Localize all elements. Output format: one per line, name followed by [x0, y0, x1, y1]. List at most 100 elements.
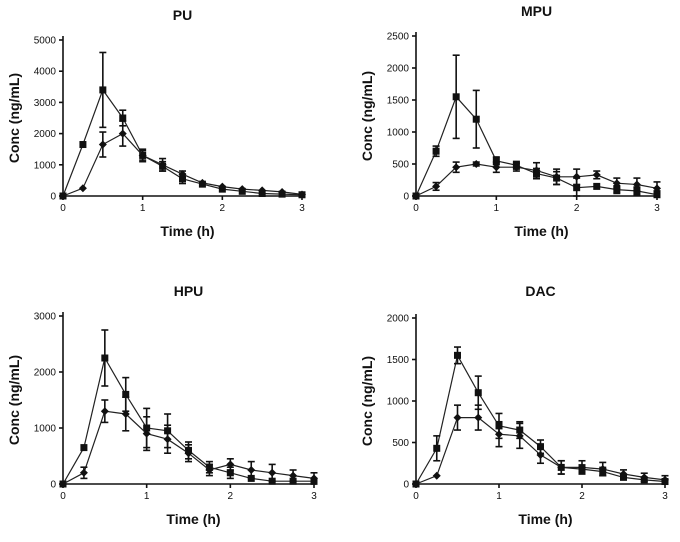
y-tick-label: 1500	[387, 96, 410, 107]
y-tick-label: 0	[403, 480, 409, 491]
data-point-diamond	[495, 430, 503, 439]
y-axis-label: Conc (ng/mL)	[6, 73, 22, 163]
y-tick-label: 2500	[387, 32, 410, 43]
data-point-square	[179, 175, 186, 183]
y-tick-label: 500	[392, 160, 409, 171]
x-tick-label: 1	[140, 203, 146, 214]
y-tick-label: 3000	[34, 312, 57, 323]
data-point-diamond	[492, 163, 501, 172]
x-tick-label: 0	[413, 491, 419, 502]
data-point-diamond	[226, 460, 235, 469]
series-square	[59, 329, 318, 488]
data-point-diamond	[412, 480, 420, 488]
chart-title: DAC	[525, 283, 555, 299]
data-point-diamond	[78, 184, 87, 193]
series-line-square	[415, 95, 658, 197]
data-point-diamond	[198, 178, 207, 187]
data-point-diamond	[640, 473, 649, 482]
x-tick-label: 0	[413, 203, 419, 214]
x-tick-label: 2	[574, 203, 580, 214]
data-point-diamond	[79, 468, 88, 477]
y-tick-label: 4000	[34, 67, 57, 78]
series-diamond	[59, 120, 306, 200]
data-point-diamond	[258, 186, 267, 195]
data-point-diamond	[118, 129, 127, 138]
data-point-diamond	[472, 160, 481, 168]
x-tick-label: 3	[662, 491, 668, 502]
y-axis-label: Conc (ng/mL)	[6, 355, 22, 445]
x-tick-label: 3	[299, 203, 305, 214]
y-tick-label: 2000	[34, 129, 57, 140]
series-line-diamond	[62, 132, 303, 197]
x-tick-label: 1	[494, 203, 500, 214]
y-tick-label: 500	[392, 438, 409, 449]
data-point-diamond	[452, 163, 461, 172]
series-line-square	[62, 356, 314, 485]
chart-title: MPU	[521, 3, 552, 19]
data-point-diamond	[218, 182, 227, 191]
x-tick-label: 2	[579, 491, 585, 502]
x-axis-label: Time (h)	[160, 223, 214, 239]
data-point-diamond	[138, 151, 147, 160]
y-tick-label: 5000	[34, 36, 57, 47]
data-point-diamond	[598, 465, 607, 474]
y-tick-label: 1000	[34, 160, 57, 171]
data-point-square	[226, 469, 234, 477]
data-point-square	[101, 354, 109, 362]
x-tick-label: 0	[60, 491, 66, 502]
y-tick-label: 2000	[34, 368, 57, 379]
data-point-diamond	[59, 480, 67, 488]
series-diamond	[412, 160, 661, 200]
data-point-diamond	[572, 172, 581, 181]
data-point-square	[99, 86, 107, 94]
data-point-square	[454, 351, 461, 359]
data-point-diamond	[268, 468, 277, 477]
data-point-diamond	[412, 192, 420, 200]
data-point-diamond	[612, 179, 621, 188]
chart-panel-dac: DAC 0 500 1000 1500 2000 0 1 2 3 Time (h) Conc (ng/…	[359, 283, 669, 527]
data-point-square	[472, 115, 480, 123]
x-axis-label: Time (h)	[514, 223, 568, 239]
data-point-diamond	[289, 471, 298, 480]
data-point-diamond	[453, 413, 462, 422]
data-point-diamond	[619, 470, 628, 479]
y-tick-label: 1000	[34, 424, 57, 435]
y-tick-label: 0	[403, 192, 409, 203]
data-point-diamond	[278, 187, 287, 196]
data-point-diamond	[474, 413, 483, 422]
data-point-diamond	[432, 182, 441, 191]
x-tick-label: 2	[220, 203, 226, 214]
data-point-square	[474, 389, 482, 397]
x-axis-label: Time (h)	[166, 511, 220, 527]
chart-panel-mpu: MPU 0 500 1000 1500 2000 2500 0 1 2 3 Time (h) Conc …	[359, 3, 661, 239]
data-point-diamond	[515, 431, 524, 440]
data-point-diamond	[59, 192, 67, 200]
data-point-diamond	[532, 166, 541, 175]
data-point-square	[433, 444, 441, 452]
x-axis-label: Time (h)	[518, 511, 572, 527]
series-diamond	[412, 404, 669, 488]
y-tick-label: 0	[50, 192, 56, 203]
data-point-diamond	[98, 140, 107, 149]
series-line-square	[415, 353, 666, 485]
data-point-diamond	[557, 463, 566, 472]
data-point-diamond	[205, 466, 214, 474]
data-point-square	[573, 184, 581, 192]
y-tick-label: 2000	[387, 64, 410, 75]
data-point-diamond	[578, 463, 586, 472]
data-point-diamond	[121, 410, 130, 418]
x-tick-label: 1	[144, 491, 150, 502]
data-point-square	[613, 186, 621, 194]
chart-panel-hpu: HPU 0 1000 2000 3000 0 1 2 3 Time (h) Conc (ng/mL)	[6, 283, 318, 527]
data-point-diamond	[178, 170, 187, 179]
data-point-square	[79, 141, 87, 149]
data-point-diamond	[184, 449, 193, 458]
y-tick-label: 1000	[387, 397, 410, 408]
chart-title: PU	[173, 7, 192, 23]
data-point-diamond	[298, 190, 306, 199]
y-axis-label: Conc (ng/mL)	[359, 356, 375, 446]
data-point-square	[432, 147, 440, 155]
data-point-diamond	[512, 163, 521, 172]
x-tick-label: 3	[311, 491, 317, 502]
